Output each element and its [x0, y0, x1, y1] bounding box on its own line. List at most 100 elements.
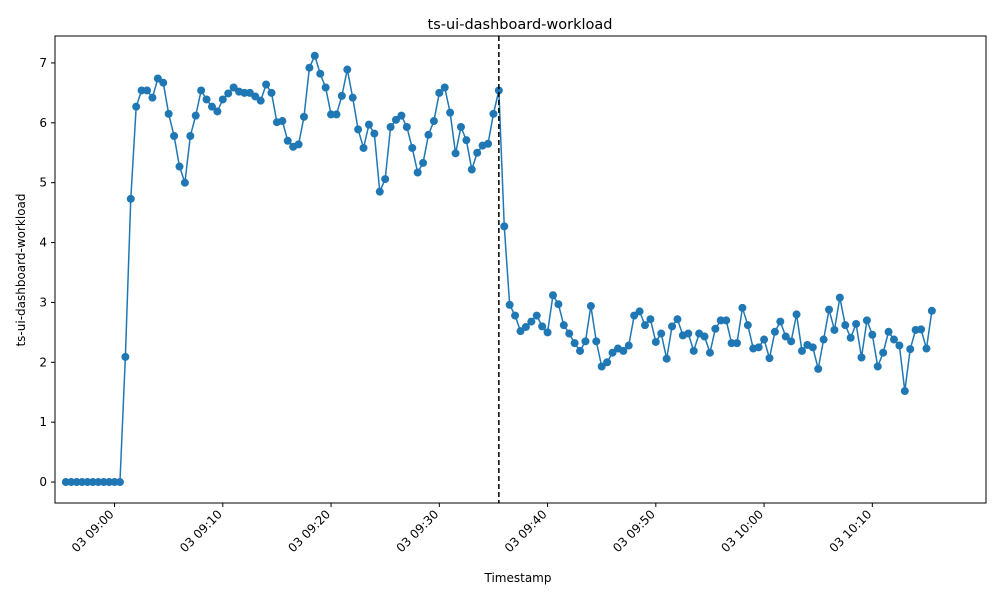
data-point	[765, 354, 774, 363]
data-point	[440, 83, 449, 92]
data-point	[364, 120, 373, 129]
data-point	[435, 88, 444, 97]
y-axis-title: ts-ui-dashboard-workload	[14, 193, 28, 346]
data-point	[164, 109, 173, 118]
data-point	[305, 63, 314, 72]
data-point	[392, 115, 401, 124]
x-tick-label: 03 09:50	[610, 507, 658, 555]
data-point	[218, 95, 227, 104]
data-point	[299, 112, 308, 121]
x-axis: 03 09:00 03 09:10 03 09:20 03 09:30 03 09:40…	[69, 503, 875, 555]
data-point	[608, 348, 617, 357]
data-point	[500, 222, 509, 231]
data-point	[548, 291, 557, 300]
data-point	[819, 335, 828, 344]
data-point	[651, 337, 660, 346]
data-point	[738, 303, 747, 312]
data-point	[159, 78, 168, 87]
data-point	[705, 348, 714, 357]
data-point	[900, 387, 909, 396]
data-point	[337, 91, 346, 100]
data-point	[213, 107, 222, 116]
data-point	[375, 187, 384, 196]
data-point	[419, 158, 428, 167]
data-point	[673, 315, 682, 324]
y-tick-label: 2	[39, 355, 47, 369]
data-point	[760, 335, 769, 344]
data-point	[267, 88, 276, 97]
y-tick-label: 3	[39, 295, 47, 309]
data-point	[906, 345, 915, 354]
data-point	[207, 102, 216, 111]
data-point	[251, 92, 260, 101]
data-point	[484, 139, 493, 148]
data-point	[229, 83, 238, 92]
data-point	[857, 353, 866, 362]
data-point	[321, 83, 330, 92]
data-point	[797, 346, 806, 355]
data-point	[316, 69, 325, 78]
data-point	[846, 333, 855, 342]
data-point	[413, 168, 422, 177]
data-point	[175, 162, 184, 171]
data-point	[630, 311, 639, 320]
data-point	[354, 125, 363, 134]
data-point	[543, 328, 552, 337]
y-axis: 0 1 2 3 4 5 6 7	[39, 56, 55, 489]
data-point	[879, 348, 888, 357]
data-point	[511, 311, 520, 320]
y-tick-label: 0	[39, 475, 47, 489]
data-point	[635, 307, 644, 316]
y-tick-label: 1	[39, 415, 47, 429]
data-point	[202, 95, 211, 104]
data-point	[559, 321, 568, 330]
x-tick-label: 03 09:30	[394, 507, 442, 555]
x-tick-label: 03 09:40	[502, 507, 550, 555]
data-point	[889, 335, 898, 344]
data-point	[689, 346, 698, 355]
data-point	[781, 332, 790, 341]
data-point	[868, 330, 877, 339]
data-point	[884, 327, 893, 336]
data-point	[640, 321, 649, 330]
data-point	[538, 322, 547, 331]
data-point	[381, 175, 390, 184]
data-point	[521, 322, 530, 331]
data-point	[197, 86, 206, 95]
data-point	[126, 194, 135, 203]
data-point	[180, 178, 189, 187]
data-point	[754, 343, 763, 352]
data-point	[700, 332, 709, 341]
data-point	[841, 321, 850, 330]
series-layer	[61, 51, 936, 487]
data-point	[852, 319, 861, 328]
data-point	[402, 123, 411, 132]
data-point	[927, 306, 936, 315]
data-point	[792, 310, 801, 319]
data-point	[586, 302, 595, 311]
data-point	[386, 123, 395, 132]
data-point	[770, 327, 779, 336]
x-tick-label: 03 10:10	[827, 507, 875, 555]
data-point	[922, 344, 931, 353]
data-point	[619, 346, 628, 355]
y-tick-label: 6	[39, 116, 47, 130]
data-point	[592, 337, 601, 346]
data-point	[646, 315, 655, 324]
data-point	[462, 136, 471, 145]
data-point	[895, 341, 904, 350]
plot-frame	[54, 35, 987, 504]
data-point	[224, 89, 233, 98]
data-point	[429, 117, 438, 126]
data-point	[343, 65, 352, 74]
data-point	[143, 86, 152, 95]
data-point	[581, 337, 590, 346]
data-point	[294, 140, 303, 149]
data-point	[917, 325, 926, 334]
data-point	[153, 74, 162, 83]
data-point	[191, 111, 200, 120]
data-point	[862, 316, 871, 325]
x-tick-label: 03 09:20	[285, 507, 333, 555]
data-point	[711, 324, 720, 333]
data-point	[684, 329, 693, 338]
